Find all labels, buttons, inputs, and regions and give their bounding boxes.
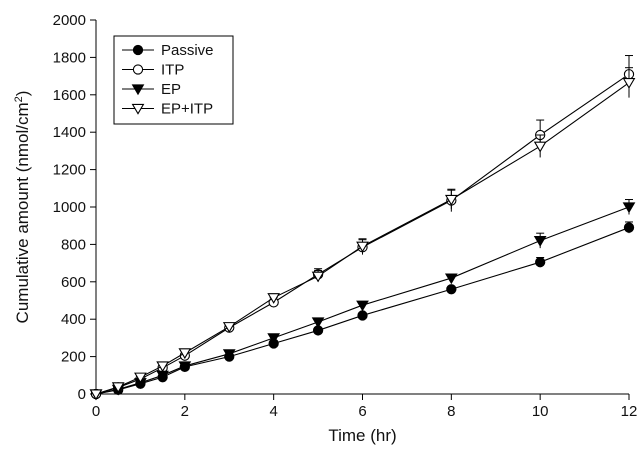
data-point	[178, 361, 192, 373]
y-tick-label: 1400	[53, 124, 86, 141]
x-tick-label: 6	[358, 403, 366, 420]
legend-marker	[132, 64, 144, 75]
data-point	[533, 141, 547, 153]
axes: 0 200 400 600 800 1000 1200 1400 1600 1800 2000 0 2 4…	[53, 12, 638, 420]
series-line	[95, 206, 630, 395]
data-point	[535, 257, 546, 268]
legend-entry: EP	[122, 81, 181, 98]
x-axis-title: Time (hr)	[328, 426, 396, 445]
data-point	[311, 271, 325, 283]
data-point	[446, 284, 457, 295]
y-tick-label: 1800	[53, 49, 86, 66]
legend-label: Passive	[161, 42, 214, 59]
data-point	[356, 300, 369, 312]
data-point	[622, 78, 636, 89]
legend-label: ITP	[161, 62, 184, 79]
y-axis-title-close: )	[13, 91, 32, 97]
legend-marker	[131, 84, 145, 96]
series-layer	[89, 55, 636, 401]
data-point	[178, 348, 192, 360]
data-point	[622, 202, 636, 214]
y-tick-label: 200	[61, 349, 86, 366]
data-point	[623, 222, 635, 233]
x-tick-label: 8	[447, 403, 455, 420]
data-point	[357, 310, 368, 321]
data-point	[533, 236, 547, 247]
data-point	[134, 372, 147, 384]
x-tick-label: 4	[269, 403, 277, 420]
data-point	[89, 389, 103, 401]
data-point	[311, 317, 325, 329]
x-tick-label: 10	[532, 403, 549, 420]
y-tick-label: 1200	[53, 162, 86, 179]
y-tick-label: 0	[78, 386, 86, 403]
legend-entry: EP+ITP	[122, 101, 213, 118]
data-point	[444, 194, 458, 206]
y-tick-label: 600	[61, 274, 86, 291]
series-ep	[89, 199, 636, 401]
legend-marker	[132, 44, 144, 56]
x-tick-label: 0	[92, 403, 100, 420]
y-axis-title: Cumulative amount (nmol/cm2)	[13, 91, 32, 324]
data-point	[444, 273, 458, 285]
legend-label: EP+ITP	[161, 101, 213, 118]
x-tick-label: 2	[181, 403, 189, 420]
y-axis-title-main: Cumulative amount (nmol/cm	[13, 102, 32, 323]
y-tick-label: 1000	[53, 199, 86, 216]
y-tick-label: 1600	[53, 87, 86, 104]
y-tick-label: 400	[61, 311, 86, 328]
data-point	[267, 293, 281, 304]
y-axis-title-superscript: 2	[13, 96, 25, 102]
data-point	[267, 333, 281, 345]
series-ep-itp	[89, 67, 636, 401]
y-tick-label: 2000	[53, 12, 86, 29]
data-point	[356, 241, 369, 253]
legend-entry: ITP	[122, 62, 184, 79]
legend-label: EP	[161, 81, 181, 98]
legend-entry: Passive	[122, 42, 214, 59]
x-tick-label: 12	[621, 403, 638, 420]
legend: Passive ITP EP EP+ITP	[113, 35, 234, 125]
data-point	[156, 361, 169, 373]
series-line	[95, 82, 630, 395]
data-point	[111, 382, 125, 394]
data-point	[222, 322, 236, 333]
y-tick-label: 800	[61, 236, 86, 253]
data-point	[222, 349, 236, 361]
legend-marker	[131, 103, 145, 115]
